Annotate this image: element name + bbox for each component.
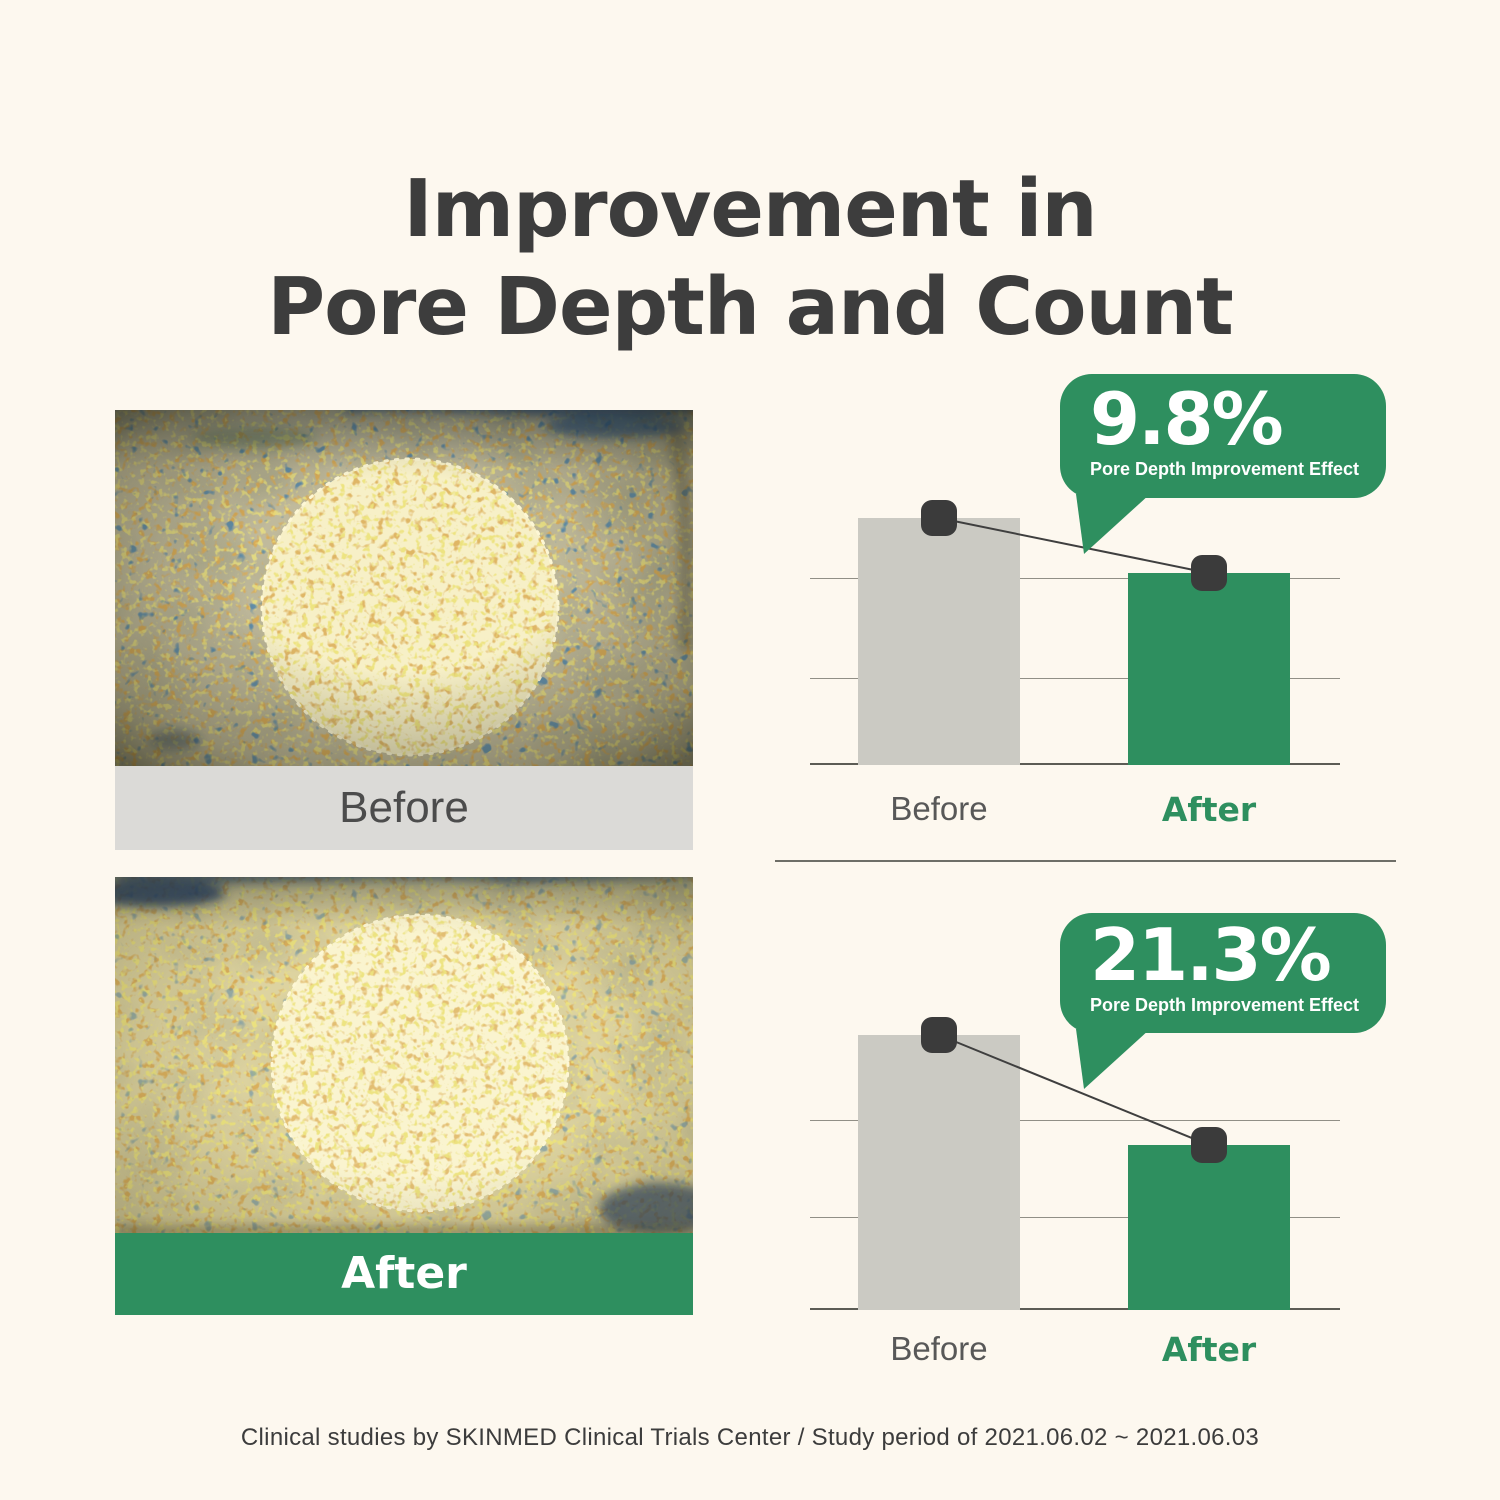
- speech-bubble-tail-icon: [1076, 494, 1150, 554]
- microscope-photo-before: [115, 410, 693, 766]
- callout-caption: Pore Depth Improvement Effect: [1090, 458, 1360, 479]
- callout-value: 9.8%: [1090, 377, 1284, 461]
- callout-caption: Pore Depth Improvement Effect: [1090, 994, 1360, 1015]
- data-point-marker: [921, 1017, 957, 1053]
- data-point-marker: [1191, 555, 1227, 592]
- callout-value: 21.3%: [1090, 913, 1332, 997]
- gridline: [810, 578, 1340, 579]
- axis-label-after: After: [1161, 1330, 1257, 1369]
- pore-count-chart: Before After 21.3% Pore Depth Improvemen…: [775, 900, 1440, 1385]
- gridline: [810, 678, 1340, 679]
- bar-after: [1128, 555, 1290, 765]
- gridline: [810, 1217, 1340, 1218]
- photo-label-before: Before: [115, 766, 693, 850]
- microscope-photo-after: [115, 877, 693, 1233]
- axis-baseline: [810, 1308, 1340, 1310]
- data-point-marker: [921, 500, 957, 536]
- page-title-line-1: Improvement in: [403, 162, 1097, 255]
- charts-divider: [775, 860, 1396, 862]
- bar-before: [858, 500, 1020, 765]
- callout-bubble: 21.3% Pore Depth Improvement Effect: [1060, 913, 1386, 1089]
- speech-bubble-tail-icon: [1076, 1029, 1150, 1089]
- footnote: Clinical studies by SKINMED Clinical Tri…: [240, 1424, 1260, 1451]
- axis-label-after: After: [1161, 790, 1257, 829]
- bar-after: [1128, 1127, 1290, 1310]
- callout-bubble: 9.8% Pore Depth Improvement Effect: [1060, 374, 1386, 554]
- page-title: Improvement in Pore Depth and Count: [0, 161, 1500, 357]
- page-title-line-2: Pore Depth and Count: [267, 260, 1234, 353]
- photo-panel-after: After: [115, 877, 693, 1315]
- axis-baseline: [810, 763, 1340, 765]
- axis-label-before: Before: [890, 790, 988, 827]
- bar-before: [858, 1017, 1020, 1310]
- data-point-marker: [1191, 1127, 1227, 1163]
- axis-label-before: Before: [890, 1330, 988, 1367]
- pore-depth-chart: Before After 9.8% Pore Depth Improvement…: [775, 370, 1440, 840]
- photo-panel-before: Before: [115, 410, 693, 850]
- photo-label-after: After: [115, 1233, 693, 1315]
